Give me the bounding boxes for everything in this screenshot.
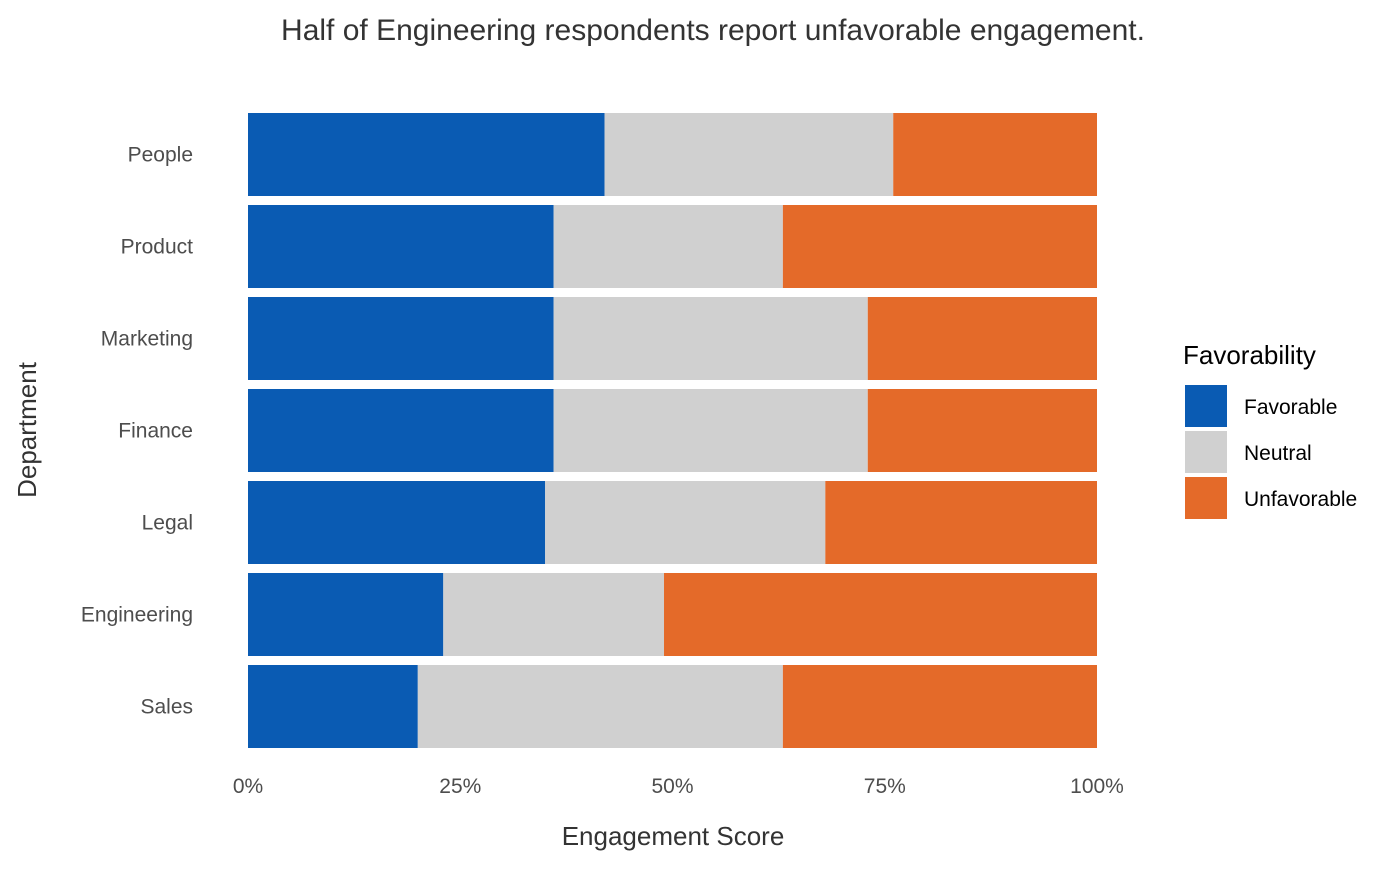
bar-sales-favorable	[248, 665, 418, 748]
y-tick-label-finance: Finance	[118, 420, 193, 443]
chart-title: Half of Engineering respondents report u…	[281, 14, 1145, 47]
legend-label-favorable: Favorable	[1244, 396, 1337, 419]
bars-layer	[248, 113, 1097, 748]
y-tick-labels: People Product Marketing Finance Legal Engine…	[81, 144, 193, 719]
bar-people-unfavorable	[893, 113, 1097, 196]
legend-swatch-neutral	[1183, 429, 1229, 475]
bar-product-favorable	[248, 205, 554, 288]
x-tick-label-75: 75%	[864, 775, 906, 798]
bar-finance-neutral	[553, 389, 868, 472]
legend-item-favorable: Favorable	[1183, 383, 1337, 429]
bar-sales-unfavorable	[782, 665, 1097, 748]
bar-legal-favorable	[248, 481, 546, 564]
y-tick-label-product: Product	[121, 236, 194, 259]
bar-finance-unfavorable	[867, 389, 1097, 472]
bar-engineering-unfavorable	[664, 573, 1097, 656]
legend-title: Favorability	[1183, 340, 1316, 370]
bar-engineering-neutral	[443, 573, 665, 656]
bar-legal-unfavorable	[825, 481, 1097, 564]
x-axis-label: Engagement Score	[562, 821, 785, 851]
y-tick-label-marketing: Marketing	[101, 328, 193, 351]
legend-label-unfavorable: Unfavorable	[1244, 488, 1357, 511]
bar-marketing-unfavorable	[867, 297, 1097, 380]
x-tick-label-100: 100%	[1070, 775, 1124, 798]
legend: Favorability Favorable Neutral Unfavorable	[1183, 340, 1357, 521]
x-tick-label-0: 0%	[233, 775, 263, 798]
legend-item-neutral: Neutral	[1183, 429, 1312, 475]
bar-product-neutral	[553, 205, 783, 288]
legend-swatch-favorable	[1183, 383, 1229, 429]
y-tick-label-engineering: Engineering	[81, 604, 193, 627]
legend-label-neutral: Neutral	[1244, 442, 1312, 465]
bar-marketing-favorable	[248, 297, 554, 380]
legend-items: Favorable Neutral Unfavorable	[1183, 383, 1357, 521]
x-tick-labels: 0% 25% 50% 75% 100%	[233, 775, 1124, 798]
y-tick-label-sales: Sales	[140, 696, 193, 719]
x-tick-label-25: 25%	[439, 775, 481, 798]
legend-item-unfavorable: Unfavorable	[1183, 475, 1357, 521]
bar-sales-neutral	[417, 665, 783, 748]
y-axis-label: Department	[12, 361, 42, 498]
bar-product-unfavorable	[782, 205, 1097, 288]
bar-people-favorable	[248, 113, 605, 196]
bar-engineering-favorable	[248, 573, 444, 656]
bar-legal-neutral	[545, 481, 826, 564]
legend-swatch-unfavorable	[1183, 475, 1229, 521]
x-tick-label-50: 50%	[651, 775, 693, 798]
y-tick-label-legal: Legal	[142, 512, 193, 535]
bar-people-neutral	[604, 113, 894, 196]
y-tick-label-people: People	[128, 144, 193, 167]
bar-finance-favorable	[248, 389, 554, 472]
bar-marketing-neutral	[553, 297, 868, 380]
